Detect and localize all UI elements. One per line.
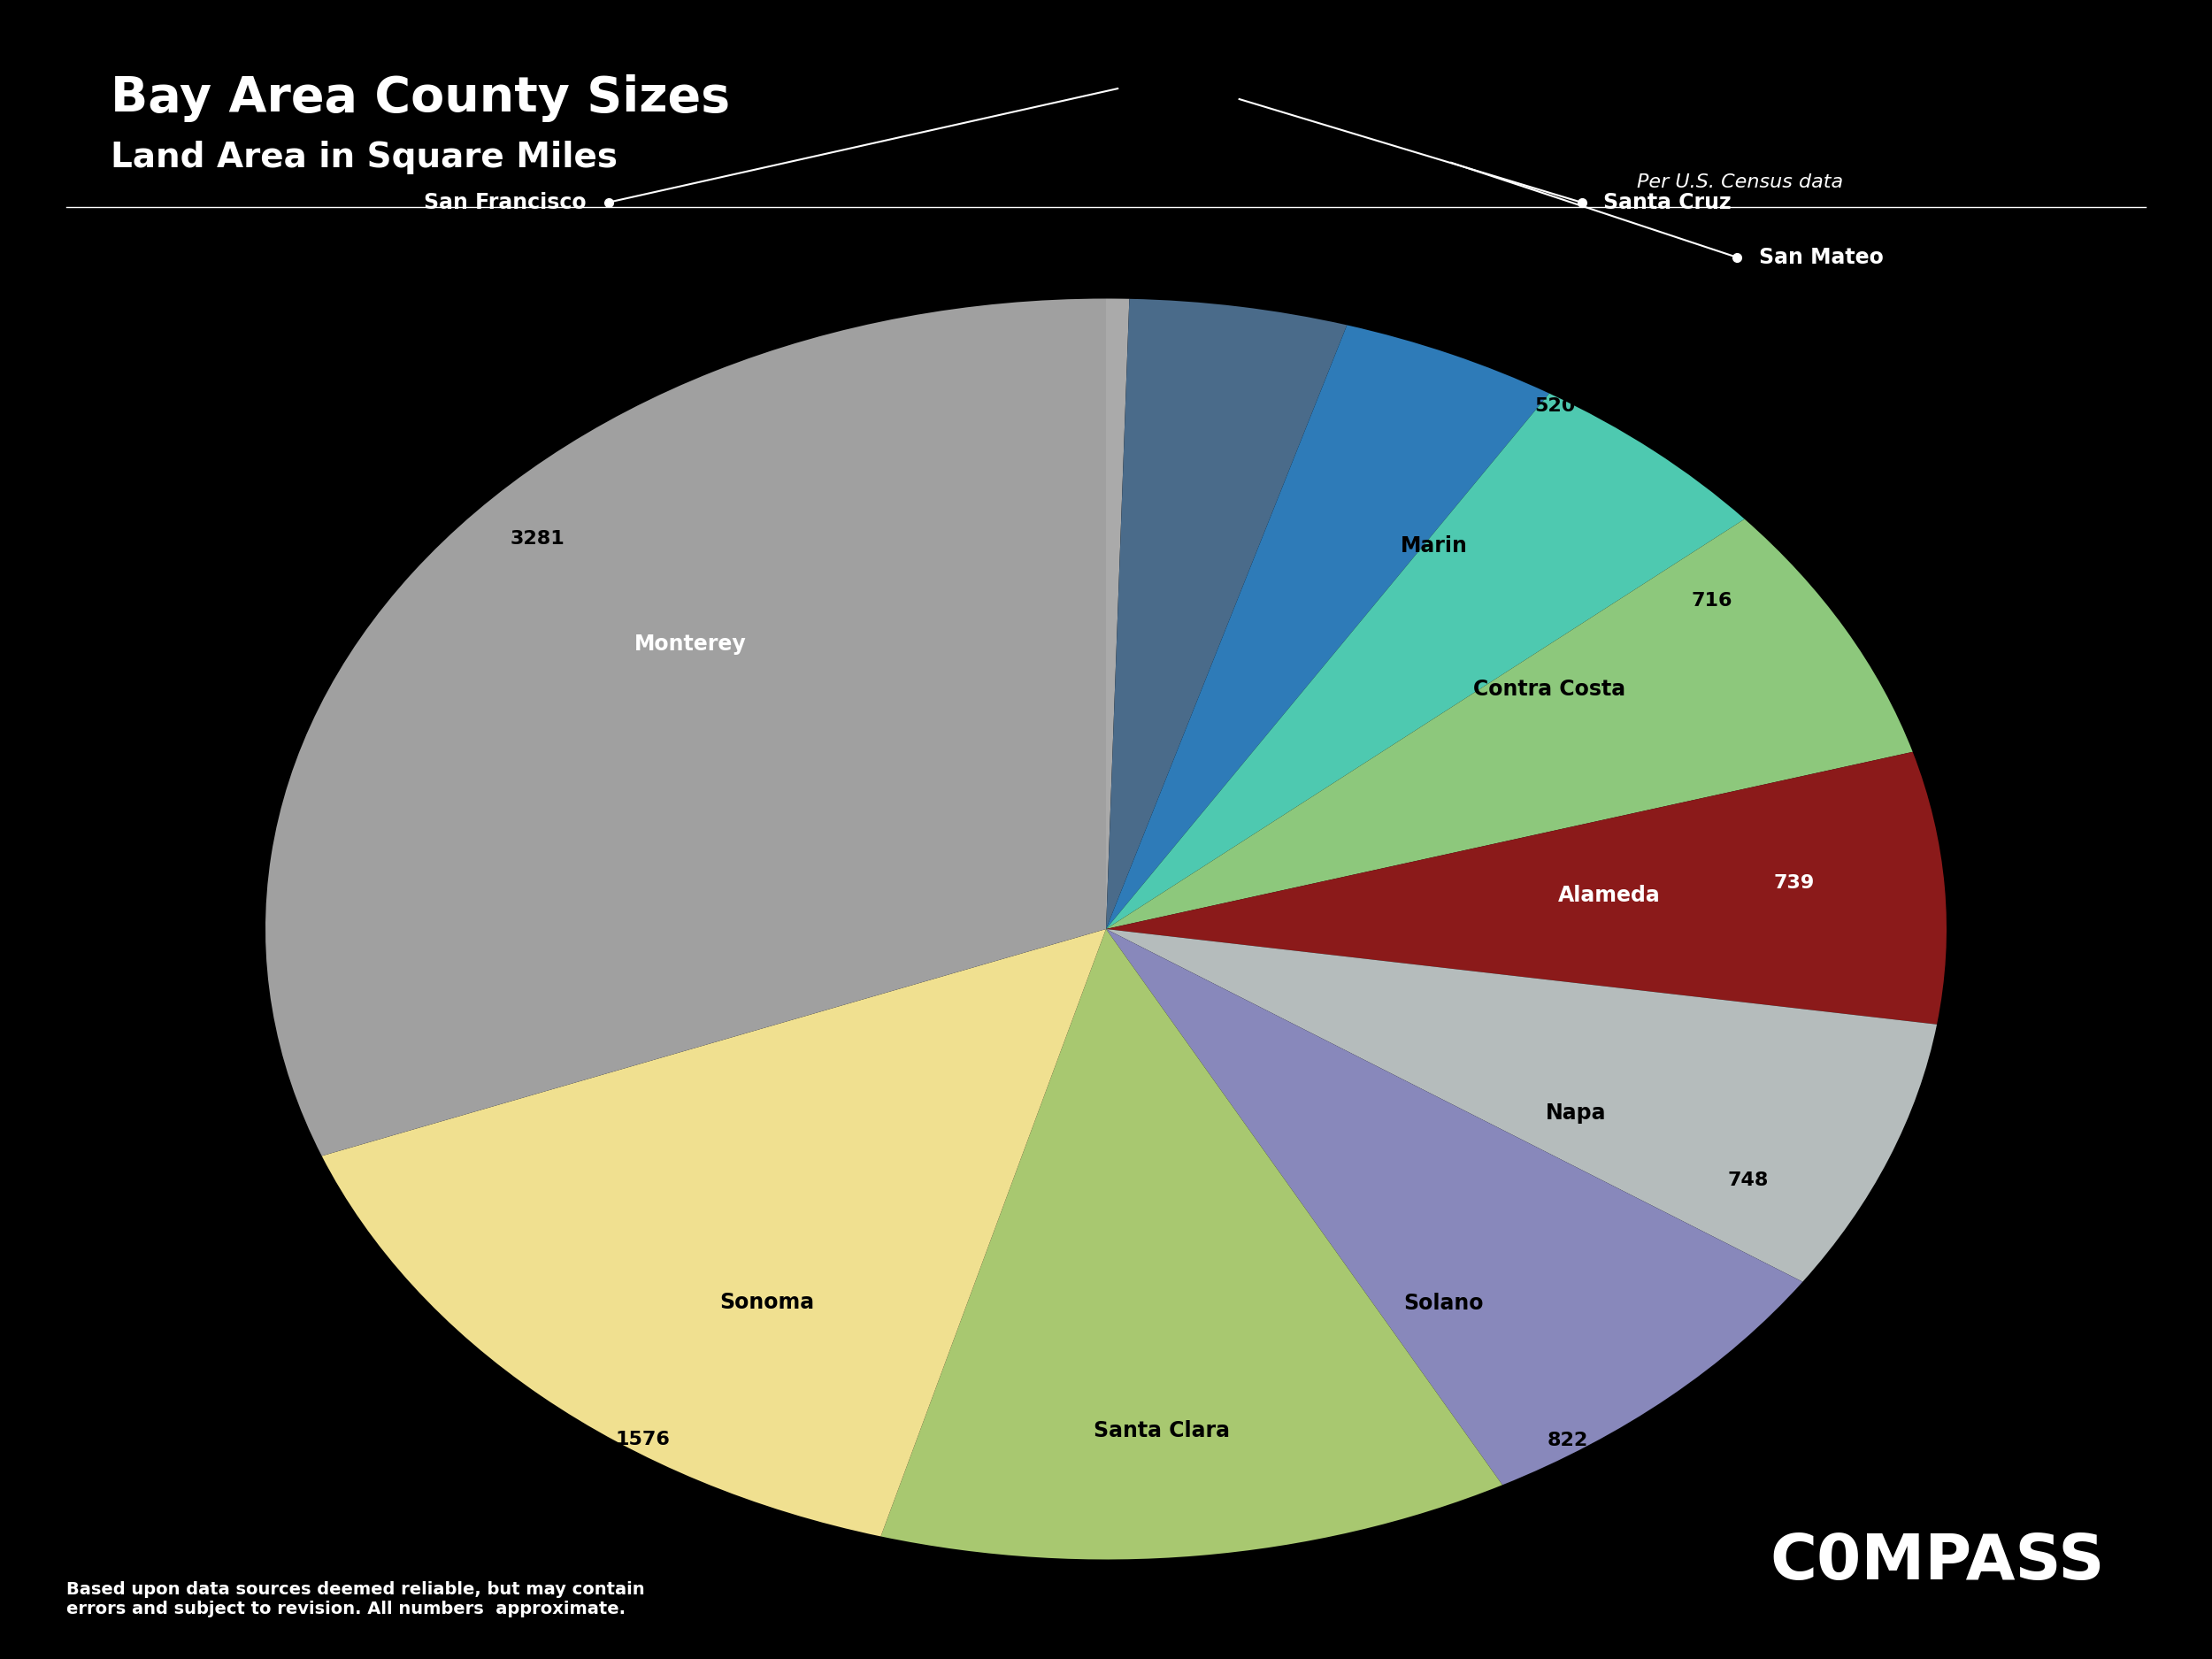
Text: Santa Cruz: Santa Cruz [1604,192,1732,212]
Text: 822: 822 [1546,1432,1588,1450]
Wedge shape [1106,752,1947,1024]
Text: 448: 448 [1378,269,1420,287]
Text: Alameda: Alameda [1557,884,1661,906]
Text: San Francisco: San Francisco [425,192,586,212]
Text: Based upon data sources deemed reliable, but may contain
errors and subject to r: Based upon data sources deemed reliable,… [66,1581,644,1618]
Wedge shape [1106,325,1548,929]
Text: 716: 716 [1692,592,1732,609]
Text: 1290: 1290 [1155,1606,1210,1623]
Wedge shape [880,929,1502,1559]
Wedge shape [1106,299,1347,929]
Wedge shape [1106,929,1803,1485]
Wedge shape [1106,929,1938,1282]
Text: 520: 520 [1535,397,1575,415]
Text: Bay Area County Sizes: Bay Area County Sizes [111,75,730,123]
Text: Napa: Napa [1546,1102,1606,1123]
Text: 445: 445 [1203,189,1243,207]
Text: Marin: Marin [1400,536,1469,557]
Text: San Mateo: San Mateo [1759,247,1882,267]
Wedge shape [1106,519,1913,929]
Text: 3281: 3281 [511,531,564,547]
Text: Santa Clara: Santa Clara [1093,1420,1230,1442]
Wedge shape [321,929,1106,1536]
Text: 748: 748 [1728,1171,1767,1190]
Text: 1576: 1576 [615,1430,670,1448]
Text: 47: 47 [1102,181,1130,199]
Text: Monterey: Monterey [635,634,745,654]
Text: 739: 739 [1774,874,1814,893]
Text: Land Area in Square Miles: Land Area in Square Miles [111,141,617,174]
Wedge shape [265,299,1106,1156]
Text: Contra Costa: Contra Costa [1473,679,1626,700]
Wedge shape [1106,299,1130,929]
Text: Per U.S. Census data: Per U.S. Census data [1637,173,1843,191]
Text: Solano: Solano [1405,1292,1484,1314]
Text: C0MPASS: C0MPASS [1770,1531,2104,1593]
Text: Sonoma: Sonoma [719,1292,814,1314]
Wedge shape [1106,393,1745,929]
